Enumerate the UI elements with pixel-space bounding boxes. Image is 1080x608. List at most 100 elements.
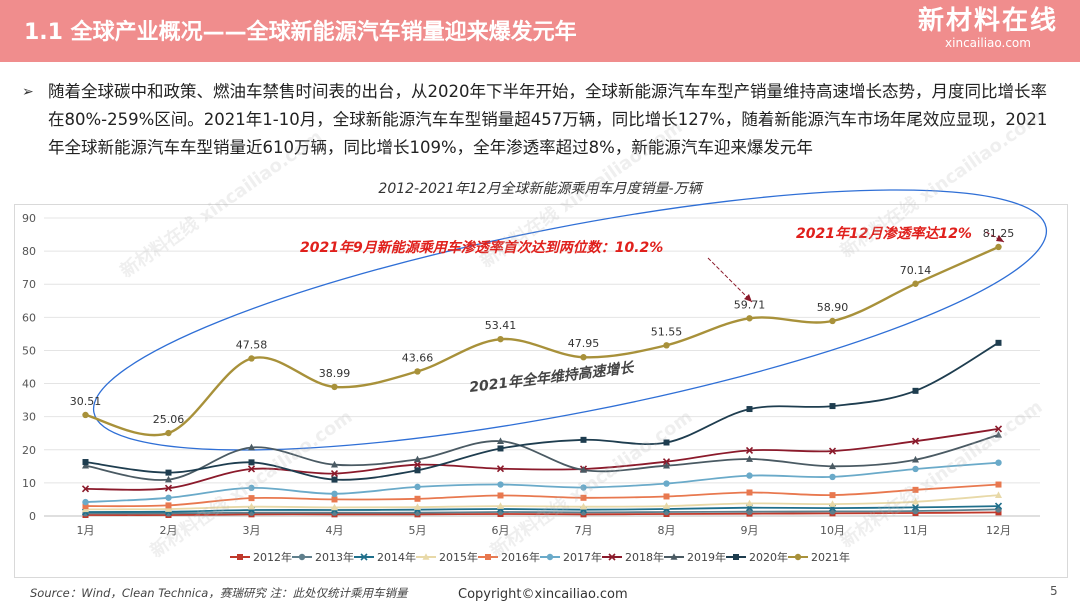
data-point [663, 493, 670, 500]
data-point [247, 465, 256, 473]
legend-marker [360, 553, 368, 561]
data-point [82, 503, 89, 510]
legend-marker [485, 554, 491, 560]
series-line-2020年 [85, 342, 999, 481]
legend-marker [670, 553, 678, 560]
data-point [497, 502, 504, 509]
series-line-2014年 [85, 505, 999, 513]
bullet-paragraph: ➢ 随着全球碳中和政策、燃油车禁售时间表的出台，从2020年下半年开始，全球新能… [22, 78, 1062, 162]
data-point [912, 465, 919, 473]
data-point [414, 368, 421, 375]
data-point [995, 243, 1002, 251]
chart-title: 2012-2021年12月全球新能源乘用车月度销量-万辆 [378, 181, 702, 197]
data-point [165, 494, 172, 501]
data-label: 59.71 [734, 298, 766, 311]
y-tick-label: 80 [22, 245, 36, 258]
data-label: 53.41 [485, 319, 517, 332]
x-tick-label: 1月 [77, 524, 95, 537]
data-point [414, 503, 421, 510]
data-point [828, 447, 837, 455]
page-title: 1.1 全球产业概况——全球新能源汽车销量迎来爆发元年 [24, 20, 577, 45]
data-point [414, 467, 421, 474]
x-tick-label: 9月 [741, 524, 759, 537]
data-point [662, 458, 671, 466]
legend-label: 2017年 [563, 550, 602, 564]
legend-marker [608, 553, 616, 561]
data-point [746, 472, 753, 479]
data-point [995, 481, 1002, 488]
y-tick-label: 30 [22, 411, 36, 424]
data-point [497, 492, 504, 499]
logo-text: 新材料在线 [917, 6, 1058, 36]
data-label: 58.90 [817, 301, 849, 314]
data-label: 81.25 [983, 227, 1015, 240]
legend-marker [422, 553, 430, 560]
legend-label: 2012年 [253, 550, 292, 564]
data-point [746, 489, 753, 496]
data-label: 47.95 [568, 337, 600, 350]
data-point [413, 461, 422, 469]
legend-label: 2020年 [749, 550, 788, 564]
x-tick-label: 11月 [903, 524, 928, 537]
legend-label: 2019年 [687, 550, 726, 564]
x-tick-label: 7月 [575, 524, 593, 537]
y-tick-label: 20 [22, 444, 36, 457]
data-point [82, 461, 89, 469]
annotation-2021: 2021年全年维持高速增长 [468, 359, 636, 396]
data-point [496, 465, 505, 473]
data-point [497, 445, 504, 452]
legend-label: 2016年 [501, 550, 540, 564]
data-point [414, 495, 421, 502]
data-point [829, 473, 836, 481]
data-point [663, 342, 670, 349]
data-point [248, 355, 255, 362]
data-point [497, 481, 504, 488]
data-point [663, 502, 670, 509]
y-tick-label: 60 [22, 311, 36, 324]
data-point [994, 425, 1003, 433]
data-point [911, 437, 920, 445]
series-line-2021年 [85, 245, 999, 437]
chart-frame [14, 204, 1068, 578]
legend-marker [298, 553, 306, 561]
data-point [331, 460, 338, 468]
copyright: Copyright©xincailiao.com [458, 587, 628, 602]
legend-marker [546, 553, 554, 561]
series-line-2019年 [85, 434, 999, 481]
legend-marker [794, 553, 802, 561]
series-line-2017年 [85, 461, 999, 503]
data-point [746, 315, 753, 322]
data-point [746, 406, 753, 413]
annotation-sept: 2021年9月新能源乘用车渗透率首次达到两位数：10.2% [300, 239, 663, 256]
data-point [414, 483, 421, 491]
data-point [829, 500, 836, 507]
y-tick-label: 10 [22, 477, 36, 490]
data-point [330, 470, 339, 478]
highlight-ellipse [92, 189, 1048, 451]
data-point [414, 455, 421, 463]
x-tick-label: 2月 [160, 524, 178, 537]
data-point [248, 443, 255, 451]
data-point [746, 455, 753, 462]
data-point [829, 403, 836, 410]
data-label: 25.06 [153, 413, 185, 426]
annotation-arrow-dec-head [996, 235, 1004, 242]
data-point [580, 502, 587, 510]
series-line-2015年 [85, 494, 999, 511]
legend-label: 2021年 [811, 550, 850, 564]
data-point [663, 439, 670, 446]
data-point [580, 436, 587, 443]
data-label: 51.55 [651, 325, 683, 338]
source-note: Source：Wind，Clean Technica，赛瑞研究 注：此处仅统计乘… [30, 586, 408, 600]
data-point [746, 499, 753, 507]
brand-logo: 新材料在线 xincailiao.com [918, 6, 1058, 50]
logo-url: xincailiao.com [945, 36, 1031, 50]
data-point [912, 387, 919, 394]
data-point [995, 339, 1002, 346]
data-label: 38.99 [319, 367, 351, 380]
legend-marker [733, 554, 739, 560]
data-point [248, 502, 255, 510]
data-point [580, 354, 587, 361]
data-label: 70.14 [900, 264, 932, 277]
